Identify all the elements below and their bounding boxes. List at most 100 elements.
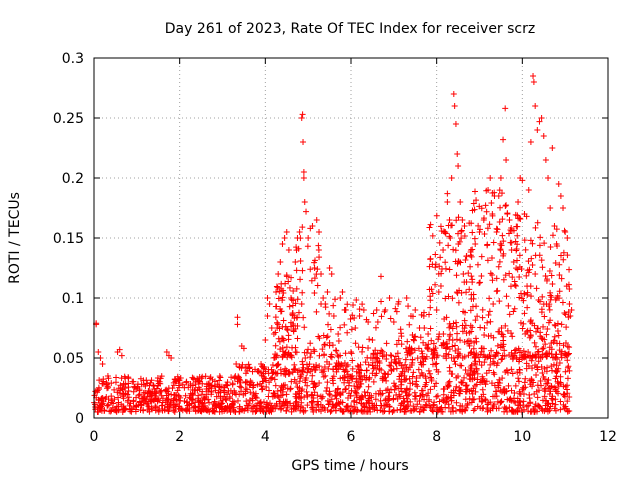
data-point — [446, 378, 453, 385]
data-point — [424, 345, 431, 352]
data-point — [372, 372, 379, 379]
data-point — [502, 203, 509, 210]
data-point — [294, 296, 301, 303]
data-point — [541, 240, 548, 247]
data-point — [440, 391, 447, 398]
data-point — [301, 349, 308, 356]
data-point — [505, 302, 512, 309]
data-point — [555, 383, 562, 390]
data-point — [189, 390, 196, 397]
data-point — [474, 261, 481, 268]
data-point — [472, 241, 479, 247]
data-point — [316, 254, 323, 261]
data-point — [442, 399, 449, 406]
data-point — [118, 352, 125, 359]
data-point — [446, 217, 453, 223]
data-point — [244, 405, 251, 412]
data-point — [427, 325, 434, 332]
data-point — [365, 344, 372, 351]
data-point — [342, 406, 349, 413]
data-point — [540, 133, 547, 139]
data-point — [307, 354, 314, 361]
data-point — [112, 379, 119, 386]
data-point — [443, 394, 450, 401]
data-point — [445, 383, 452, 390]
data-point — [133, 386, 140, 393]
data-point — [509, 370, 516, 377]
data-point — [311, 265, 318, 271]
data-point — [289, 369, 296, 376]
data-point — [148, 398, 155, 405]
data-point — [240, 345, 247, 352]
data-point — [378, 402, 385, 409]
x-axis-title: GPS time / hours — [291, 458, 408, 474]
data-point — [445, 293, 452, 300]
data-point — [292, 349, 299, 356]
data-point — [500, 276, 507, 283]
data-point — [356, 313, 363, 319]
data-point — [471, 235, 478, 242]
data-point — [244, 379, 251, 386]
data-point — [512, 346, 519, 353]
data-point — [496, 376, 503, 383]
data-point — [453, 272, 460, 279]
data-point — [445, 242, 452, 249]
data-point — [562, 352, 569, 359]
data-point — [337, 399, 344, 406]
data-point — [283, 326, 290, 333]
data-point — [318, 395, 325, 402]
data-point — [430, 408, 437, 415]
data-point — [285, 247, 292, 253]
data-point — [339, 408, 346, 415]
data-point — [99, 395, 106, 402]
data-point — [564, 375, 571, 382]
data-point — [352, 325, 359, 331]
data-point — [498, 242, 505, 249]
data-point — [294, 314, 301, 321]
data-point — [320, 295, 327, 301]
data-point — [453, 217, 460, 224]
data-point — [192, 381, 199, 388]
data-point — [318, 301, 325, 308]
x-tick-label: 10 — [513, 429, 531, 445]
data-point — [175, 377, 182, 384]
data-point — [420, 407, 427, 414]
data-point — [560, 249, 567, 256]
data-point — [354, 362, 361, 369]
data-point — [453, 383, 460, 390]
data-point — [407, 407, 414, 414]
data-point — [309, 223, 316, 229]
data-point — [367, 408, 374, 415]
data-point — [356, 366, 363, 373]
data-point — [546, 268, 553, 275]
data-point — [499, 352, 506, 359]
data-point — [366, 405, 373, 412]
data-point — [465, 270, 472, 277]
data-point — [453, 336, 460, 343]
data-point — [254, 400, 261, 407]
data-point — [509, 333, 516, 340]
data-point — [508, 366, 515, 373]
data-point — [285, 336, 292, 343]
data-point — [471, 354, 478, 361]
data-point — [502, 272, 509, 279]
data-point — [322, 341, 329, 348]
data-point — [500, 250, 507, 257]
data-point — [528, 255, 535, 262]
data-point — [418, 361, 425, 368]
data-point — [310, 395, 317, 402]
data-point — [457, 199, 464, 205]
data-point — [556, 288, 563, 295]
data-point — [549, 367, 556, 374]
data-point — [398, 378, 405, 385]
data-point — [108, 407, 115, 414]
data-point — [337, 295, 344, 301]
data-point — [449, 295, 456, 302]
data-point — [510, 308, 517, 315]
data-point — [494, 350, 501, 357]
data-point — [278, 308, 285, 315]
data-point — [509, 274, 516, 281]
data-point — [273, 352, 280, 359]
data-point — [530, 73, 537, 79]
data-point — [284, 327, 291, 334]
